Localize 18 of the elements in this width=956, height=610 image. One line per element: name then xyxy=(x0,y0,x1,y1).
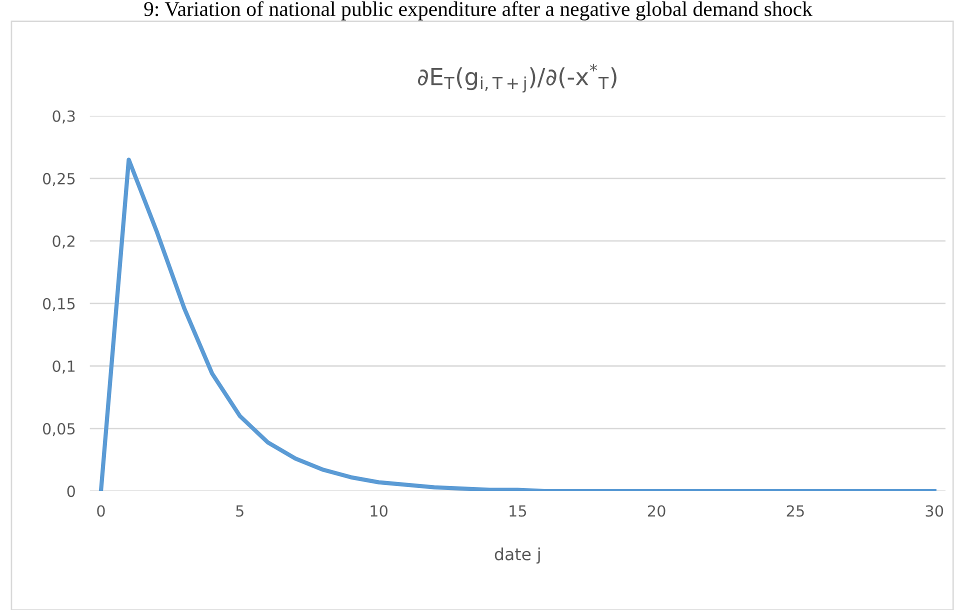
x-tick-label: 20 xyxy=(648,505,666,517)
y-tick-label: 0 xyxy=(67,486,75,498)
x-tick-label: 0 xyxy=(97,505,105,517)
y-tick-label: 0,2 xyxy=(52,235,74,249)
x-tick-label: 30 xyxy=(926,505,944,517)
x-axis-title: date j xyxy=(494,548,540,564)
x-tick-label: 15 xyxy=(510,505,526,517)
x-tick-label: 5 xyxy=(236,505,244,517)
y-tick-label: 0,05 xyxy=(42,422,75,436)
x-tick-label: 10 xyxy=(370,505,388,517)
x-tick-label: 25 xyxy=(786,505,804,517)
y-tick-label: 0,3 xyxy=(52,110,75,124)
y-tick-label: 0,1 xyxy=(52,360,75,374)
y-tick-label: 0,15 xyxy=(42,298,75,312)
text: 9: Variation of national public expenditure after a negative global demand shock xyxy=(144,1,812,20)
chart-title: ∂E$_{T}$(g$_{i,T+j}$)/∂(-x$^{*}$$_{T}$) xyxy=(418,64,616,92)
y-tick-label: 0,25 xyxy=(42,172,75,186)
line-series xyxy=(98,158,936,492)
